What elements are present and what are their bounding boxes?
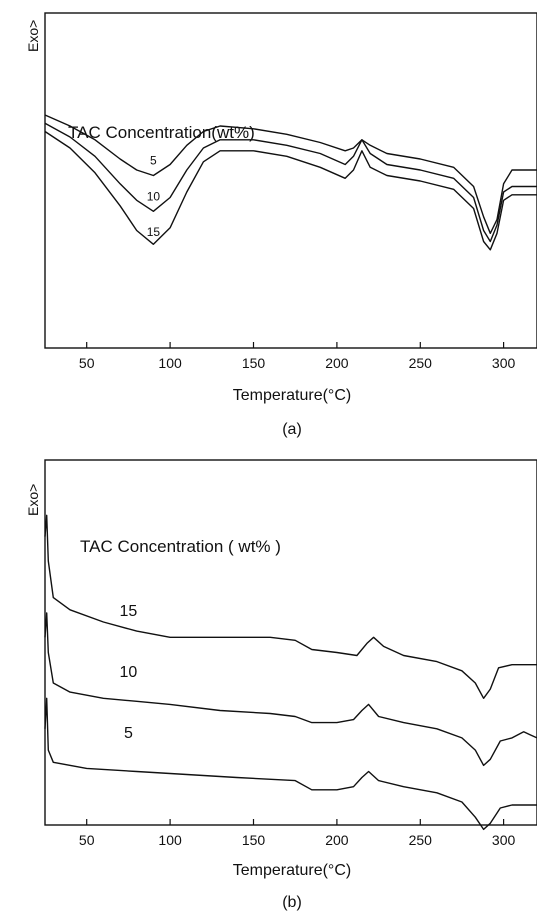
x-tick-label: 200	[325, 832, 349, 848]
x-tick-label: 200	[325, 355, 349, 371]
panel-b-annotation: TAC Concentration ( wt% )	[80, 537, 281, 556]
panel-a: Exo> TAC Concentration(wt%) 5 10 15 50 100 1…	[25, 12, 537, 438]
series-label-5: 5	[150, 154, 157, 168]
panel-a-frame	[44, 12, 537, 349]
series-line-15	[44, 130, 537, 251]
x-tick-label: 300	[492, 832, 516, 848]
panel-a-xlabel: Temperature(°C)	[233, 387, 351, 404]
panel-a-panel-label: (a)	[282, 421, 302, 438]
series-label-10: 10	[120, 664, 138, 681]
x-tick-label: 150	[242, 832, 266, 848]
series-line-5	[44, 697, 537, 831]
x-tick-label: 250	[409, 832, 433, 848]
series-line-15	[44, 514, 537, 699]
panel-b-frame	[44, 459, 537, 826]
series-line-10	[44, 612, 537, 767]
x-tick-label: 100	[158, 355, 182, 371]
panel-b-panel-label: (b)	[282, 894, 302, 911]
x-tick-label: 250	[409, 355, 433, 371]
series-line-5	[44, 114, 537, 234]
x-tick-label: 50	[79, 355, 95, 371]
panel-b-xlabel: Temperature(°C)	[233, 862, 351, 879]
series-line-10	[44, 122, 537, 243]
series-label-10: 10	[147, 189, 161, 203]
x-tick-label: 150	[242, 355, 266, 371]
x-tick-label: 50	[79, 832, 95, 848]
panel-b-x-ticks: 50 100 150 200 250 300	[79, 819, 516, 848]
panel-a-x-ticks: 50 100 150 200 250 300	[79, 342, 516, 371]
series-label-15: 15	[147, 225, 161, 239]
series-label-5: 5	[124, 725, 133, 742]
panel-a-annotation: TAC Concentration(wt%)	[68, 123, 255, 142]
panel-b-curves: 15 10 5	[44, 514, 537, 831]
x-tick-label: 300	[492, 355, 516, 371]
series-label-15: 15	[120, 603, 138, 620]
x-tick-label: 100	[158, 832, 182, 848]
panel-b-ylabel: Exo>	[25, 484, 41, 516]
panel-a-curves: 5 10 15	[44, 114, 537, 251]
panel-a-ylabel: Exo>	[25, 20, 41, 52]
